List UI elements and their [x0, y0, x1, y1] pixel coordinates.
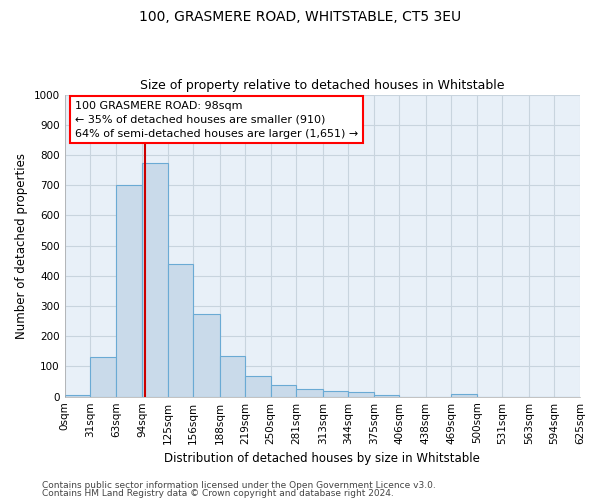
Bar: [220, 356, 245, 397]
Text: Contains public sector information licensed under the Open Government Licence v3: Contains public sector information licen…: [42, 481, 436, 490]
Bar: [65, 395, 90, 396]
Bar: [116, 185, 142, 396]
Bar: [167, 264, 193, 396]
Bar: [374, 395, 400, 396]
Bar: [245, 376, 271, 396]
X-axis label: Distribution of detached houses by size in Whitstable: Distribution of detached houses by size …: [164, 452, 480, 465]
Text: Contains HM Land Registry data © Crown copyright and database right 2024.: Contains HM Land Registry data © Crown c…: [42, 488, 394, 498]
Bar: [451, 394, 477, 396]
Bar: [90, 358, 116, 397]
Text: 100 GRASMERE ROAD: 98sqm
← 35% of detached houses are smaller (910)
64% of semi-: 100 GRASMERE ROAD: 98sqm ← 35% of detach…: [75, 100, 358, 138]
Bar: [323, 390, 348, 396]
Y-axis label: Number of detached properties: Number of detached properties: [15, 152, 28, 338]
Bar: [296, 389, 323, 396]
Bar: [193, 314, 220, 396]
Text: 100, GRASMERE ROAD, WHITSTABLE, CT5 3EU: 100, GRASMERE ROAD, WHITSTABLE, CT5 3EU: [139, 10, 461, 24]
Bar: [271, 384, 296, 396]
Title: Size of property relative to detached houses in Whitstable: Size of property relative to detached ho…: [140, 79, 505, 92]
Bar: [142, 162, 167, 396]
Bar: [348, 392, 374, 396]
